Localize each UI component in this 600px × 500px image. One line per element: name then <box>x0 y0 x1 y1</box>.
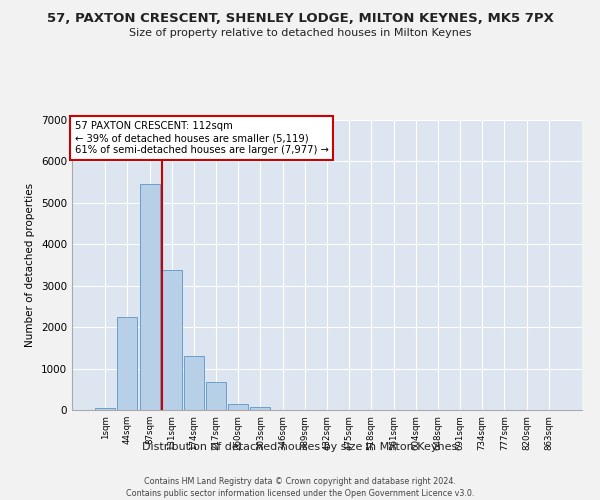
Bar <box>206 382 226 410</box>
Text: 57 PAXTON CRESCENT: 112sqm
← 39% of detached houses are smaller (5,119)
61% of s: 57 PAXTON CRESCENT: 112sqm ← 39% of deta… <box>74 122 328 154</box>
Bar <box>118 317 137 410</box>
Text: Distribution of detached houses by size in Milton Keynes: Distribution of detached houses by size … <box>142 442 458 452</box>
Bar <box>140 184 160 410</box>
Y-axis label: Number of detached properties: Number of detached properties <box>25 183 35 347</box>
Text: 57, PAXTON CRESCENT, SHENLEY LODGE, MILTON KEYNES, MK5 7PX: 57, PAXTON CRESCENT, SHENLEY LODGE, MILT… <box>47 12 553 26</box>
Text: Contains HM Land Registry data © Crown copyright and database right 2024.: Contains HM Land Registry data © Crown c… <box>144 478 456 486</box>
Bar <box>228 404 248 410</box>
Bar <box>95 408 115 410</box>
Bar <box>250 406 271 410</box>
Text: Size of property relative to detached houses in Milton Keynes: Size of property relative to detached ho… <box>129 28 471 38</box>
Bar <box>162 270 182 410</box>
Bar <box>184 356 204 410</box>
Text: Contains public sector information licensed under the Open Government Licence v3: Contains public sector information licen… <box>126 489 474 498</box>
